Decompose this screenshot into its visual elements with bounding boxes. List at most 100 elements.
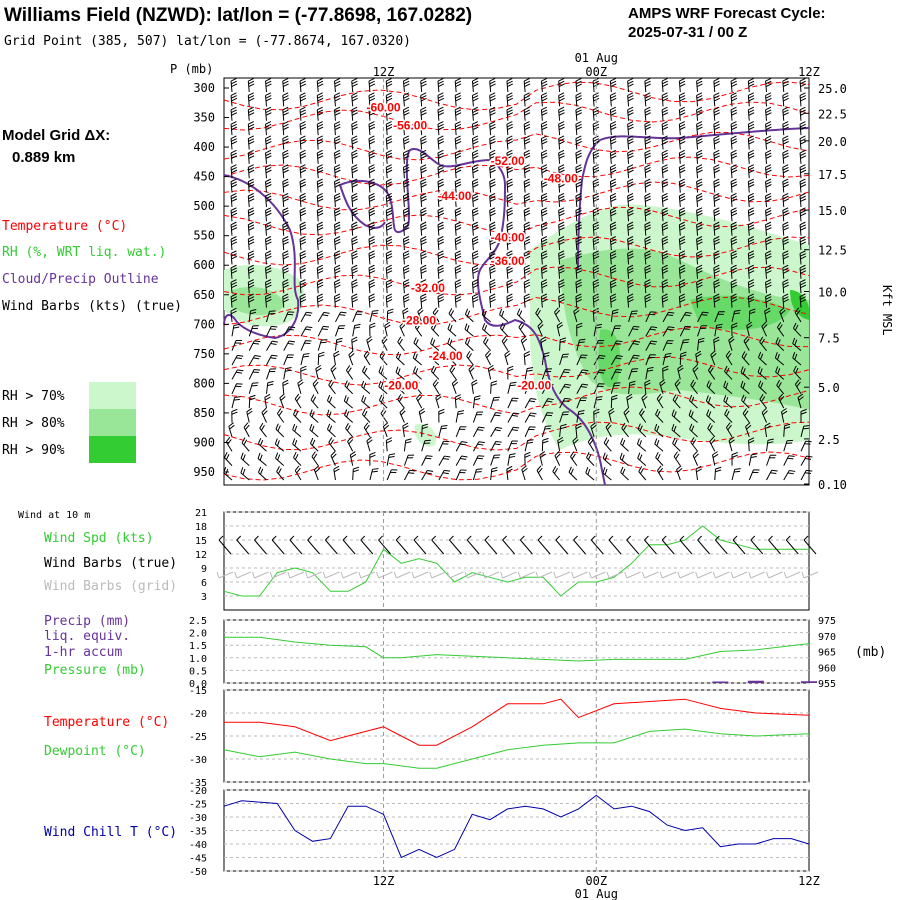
wind-barb <box>489 279 496 294</box>
time-tick-label-bottom: 00Z <box>585 874 607 888</box>
time-tick-label: 12Z <box>798 65 820 79</box>
wind-barb <box>231 369 244 380</box>
wind-barb <box>695 465 702 481</box>
wind-barb <box>402 293 410 308</box>
isotherm-line <box>223 326 810 356</box>
wind-barb <box>490 426 503 438</box>
wind-barb <box>266 368 277 380</box>
wind-barb <box>352 323 361 337</box>
wind-barb <box>351 77 358 93</box>
grid-wind-barb <box>748 571 766 579</box>
wind-barb <box>489 149 496 164</box>
wind-barb <box>728 436 735 452</box>
wind-barb <box>689 394 698 409</box>
wind-barb <box>575 293 582 308</box>
surface-wind-barb <box>324 535 338 555</box>
wind-barb <box>540 250 548 265</box>
wind-barb <box>248 369 261 380</box>
wind-barb <box>661 264 669 279</box>
wind-barb <box>454 106 462 121</box>
grid-wind-barb <box>535 571 553 579</box>
wind-barb <box>241 437 250 452</box>
wind-barb <box>576 369 589 380</box>
wind-barb <box>317 339 328 351</box>
temperature-labels: -60.00-56.00-52.00-48.00-44.00-40.00-36.… <box>365 99 580 394</box>
isotherm-line <box>223 131 810 161</box>
wind-barb <box>247 77 255 93</box>
wind-barb <box>713 250 720 265</box>
wind-barb <box>316 192 324 208</box>
wind-barb <box>259 422 267 438</box>
surface-wind-barb <box>519 535 533 555</box>
wind-barb <box>231 354 244 366</box>
wind-barb <box>730 192 738 208</box>
cycle-value: 2025-07-31 / 00 Z <box>628 24 747 41</box>
wind-barb <box>403 438 412 452</box>
wind-barb <box>747 221 755 236</box>
wind-barb <box>713 192 720 208</box>
panel-tick-label: 1.0 <box>189 654 207 665</box>
wind-barb <box>774 352 785 366</box>
wind-barb <box>361 365 371 380</box>
wind-barb <box>620 466 629 481</box>
panel-tick-label: 12 <box>195 550 207 561</box>
wind-barb <box>344 380 354 395</box>
wind-barb <box>644 106 651 121</box>
wind-barb <box>730 279 738 294</box>
wind-barb <box>558 135 565 150</box>
panel-tick-label: -35 <box>189 827 207 838</box>
legend-rh80-swatch <box>89 409 136 436</box>
wind-barb <box>490 396 500 409</box>
wind-barb <box>696 192 703 208</box>
wind-barb <box>282 264 289 279</box>
wind-barb <box>368 264 376 279</box>
wind-barb <box>471 264 479 279</box>
grid-wind-barb <box>482 571 500 579</box>
wind-barb <box>489 221 496 236</box>
wind-barb <box>455 455 468 466</box>
wind-barb <box>644 293 651 308</box>
wind-barb <box>438 469 451 481</box>
grid-wind-barb <box>234 571 251 579</box>
surface-wind-barb <box>573 535 586 555</box>
wind-barb <box>333 121 341 136</box>
wind-barb <box>799 250 807 265</box>
wind-barb <box>333 221 341 236</box>
wind-barb <box>610 340 623 351</box>
wind-barb <box>299 250 307 265</box>
wind-barb <box>361 380 371 395</box>
wind-barb <box>523 279 531 294</box>
wind-barb <box>466 350 474 366</box>
wind-barb <box>730 77 738 93</box>
wind-barb <box>765 135 772 150</box>
wind-barb <box>697 337 705 351</box>
wind-barb <box>609 250 617 265</box>
wind-barb <box>257 438 267 452</box>
wind-barb <box>455 426 467 438</box>
legend-rh90-swatch <box>89 436 136 463</box>
wind-barb <box>748 308 756 322</box>
wind-barb <box>454 207 462 222</box>
wind-barb <box>368 121 376 136</box>
wind-barb <box>468 364 475 380</box>
wind-barb <box>471 178 479 193</box>
height-tick-label: 2.5 <box>818 433 840 447</box>
wind-barb <box>309 437 319 452</box>
wind-barb <box>506 106 514 121</box>
wind-barb <box>559 397 571 409</box>
wind-barb <box>644 250 651 265</box>
wind-barb <box>593 323 603 337</box>
wind-barb <box>447 323 457 337</box>
wind-barb <box>609 164 617 179</box>
wind-barb <box>412 352 422 366</box>
surface-wind-barb <box>626 535 640 555</box>
wind-barb <box>730 221 738 236</box>
wind-barb <box>472 411 484 423</box>
wind-barb <box>705 395 716 409</box>
wind-barb <box>792 322 802 337</box>
wind-speed-line <box>223 525 809 597</box>
wind-barb <box>351 207 358 222</box>
wind-barb <box>559 353 569 366</box>
wind-barb <box>385 192 393 208</box>
surface-wind-barb <box>378 535 391 555</box>
